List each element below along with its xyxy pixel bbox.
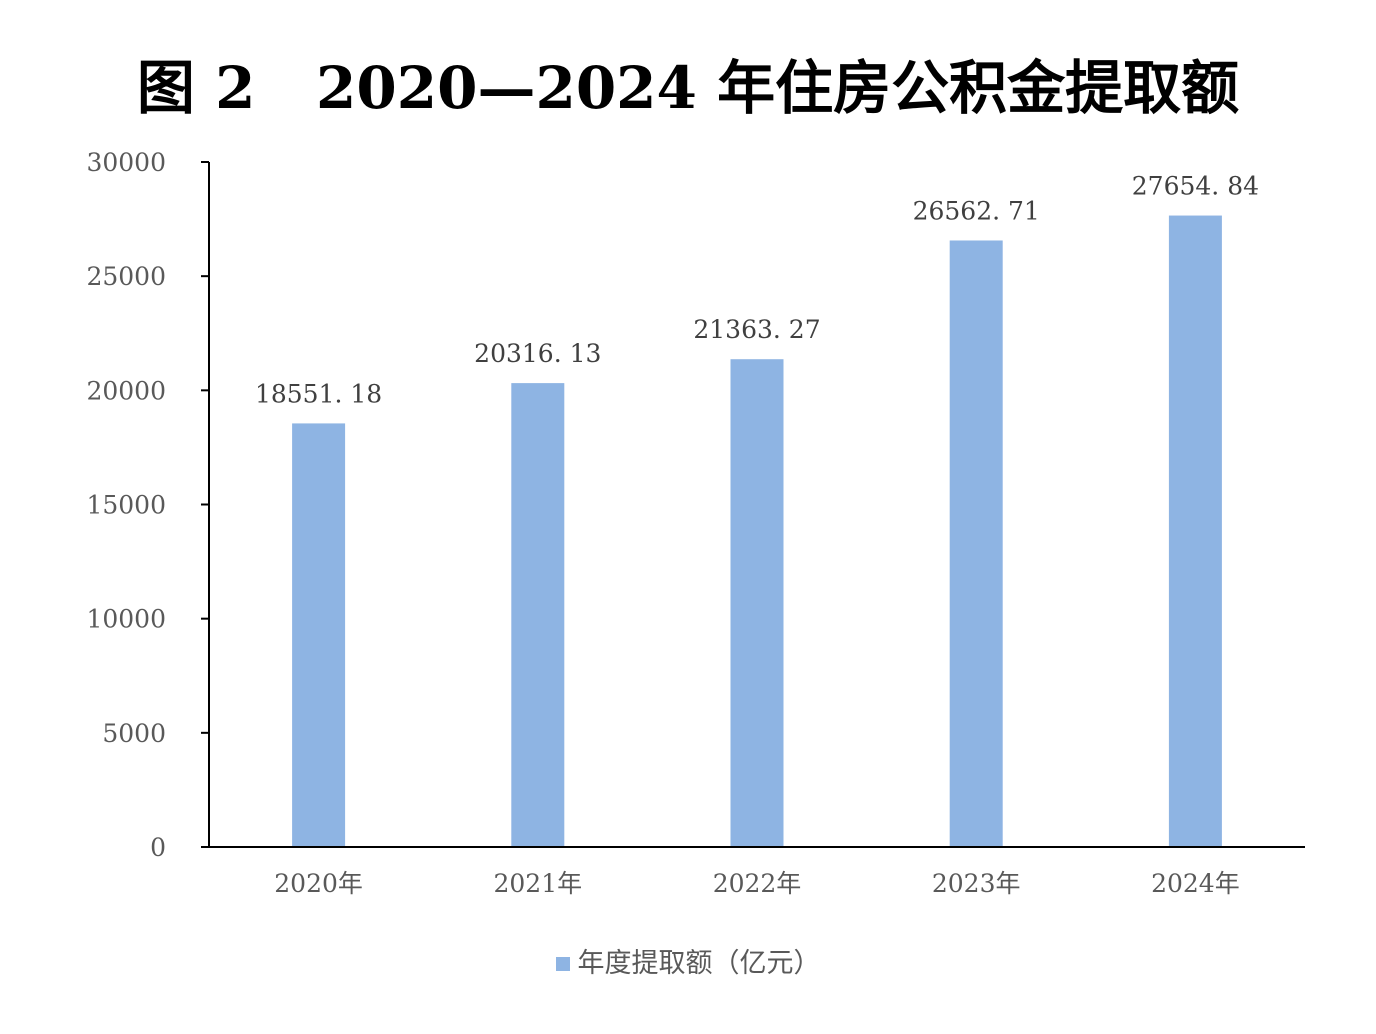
bar-2021年: [511, 383, 565, 847]
bar-2023年: [949, 240, 1003, 847]
x-tick-label: 2024年: [1151, 869, 1240, 898]
legend: 年度提取额（亿元）: [0, 944, 1376, 984]
bar-2024年: [1168, 215, 1222, 847]
y-tick-label: 0: [150, 833, 166, 862]
x-axis-labels: 2020年 2021年 2022年 2023年 2024年: [274, 869, 1239, 898]
y-tick-label: 30000: [86, 148, 166, 177]
y-tick-label: 10000: [86, 605, 166, 634]
bars: [292, 215, 1222, 847]
y-tick-label: 5000: [102, 719, 166, 748]
legend-swatch: [555, 957, 570, 971]
x-tick-label: 2020年: [274, 869, 363, 898]
bar-2020年: [292, 423, 346, 847]
data-label: 26562. 71: [913, 196, 1040, 225]
data-label: 20316. 13: [474, 339, 601, 368]
legend-label: 年度提取额（亿元）: [577, 948, 821, 979]
y-tick-label: 15000: [86, 491, 166, 520]
x-tick-label: 2022年: [713, 869, 802, 898]
y-axis-ticks: 0 5000 10000 15000 20000 25000 30000: [86, 148, 209, 862]
y-tick-label: 25000: [86, 262, 166, 291]
y-tick-label: 20000: [86, 376, 166, 405]
bar-2022年: [730, 359, 784, 847]
data-labels: 18551. 18 20316. 13 21363. 27 26562. 71 2765…: [255, 172, 1259, 409]
data-label: 21363. 27: [693, 315, 820, 344]
x-tick-label: 2021年: [493, 869, 582, 898]
chart-title: 图 2 2020—2024 年住房公积金提取额: [136, 54, 1240, 122]
x-tick-label: 2023年: [932, 869, 1021, 898]
data-label: 18551. 18: [255, 379, 382, 408]
data-label: 27654. 84: [1132, 172, 1259, 201]
